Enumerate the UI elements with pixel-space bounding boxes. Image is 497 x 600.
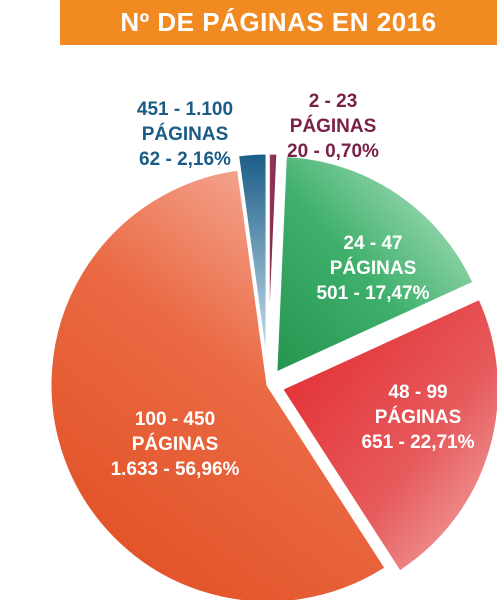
slice-label-unit: PÁGINAS (375, 406, 462, 428)
slice-label-unit: PÁGINAS (132, 433, 219, 455)
slice-label-value: 651 - 22,71% (361, 432, 474, 453)
slice-label-range: 451 - 1.100 (137, 99, 233, 120)
pie-slice-451-1-100 (235, 151, 269, 372)
slice-label-range: 100 - 450 (135, 409, 215, 430)
slice-label-unit: PÁGINAS (142, 123, 229, 145)
slice-label-range: 24 - 47 (343, 233, 402, 254)
slice-label-range: 2 - 23 (309, 91, 358, 112)
pie-slice-48-99 (279, 296, 497, 575)
slice-label-value: 62 - 2,16% (139, 149, 231, 170)
slice-label-value: 501 - 17,47% (316, 283, 429, 304)
slice-label-unit: PÁGINAS (290, 115, 377, 137)
slice-label-value: 20 - 0,70% (287, 141, 379, 162)
pie-slice-24-47 (274, 154, 477, 376)
chart-title: Nº DE PÁGINAS EN 2016 (60, 0, 497, 45)
pie-slice-100-450 (48, 167, 389, 600)
slice-label-value: 1.633 - 56,96% (111, 459, 240, 480)
slice-label-unit: PÁGINAS (330, 257, 417, 279)
slice-label-range: 48 - 99 (388, 382, 447, 403)
